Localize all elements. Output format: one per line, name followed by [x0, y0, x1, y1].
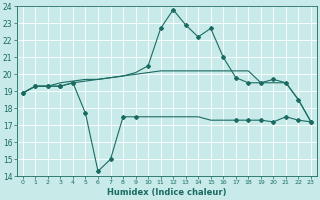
X-axis label: Humidex (Indice chaleur): Humidex (Indice chaleur) [107, 188, 227, 197]
